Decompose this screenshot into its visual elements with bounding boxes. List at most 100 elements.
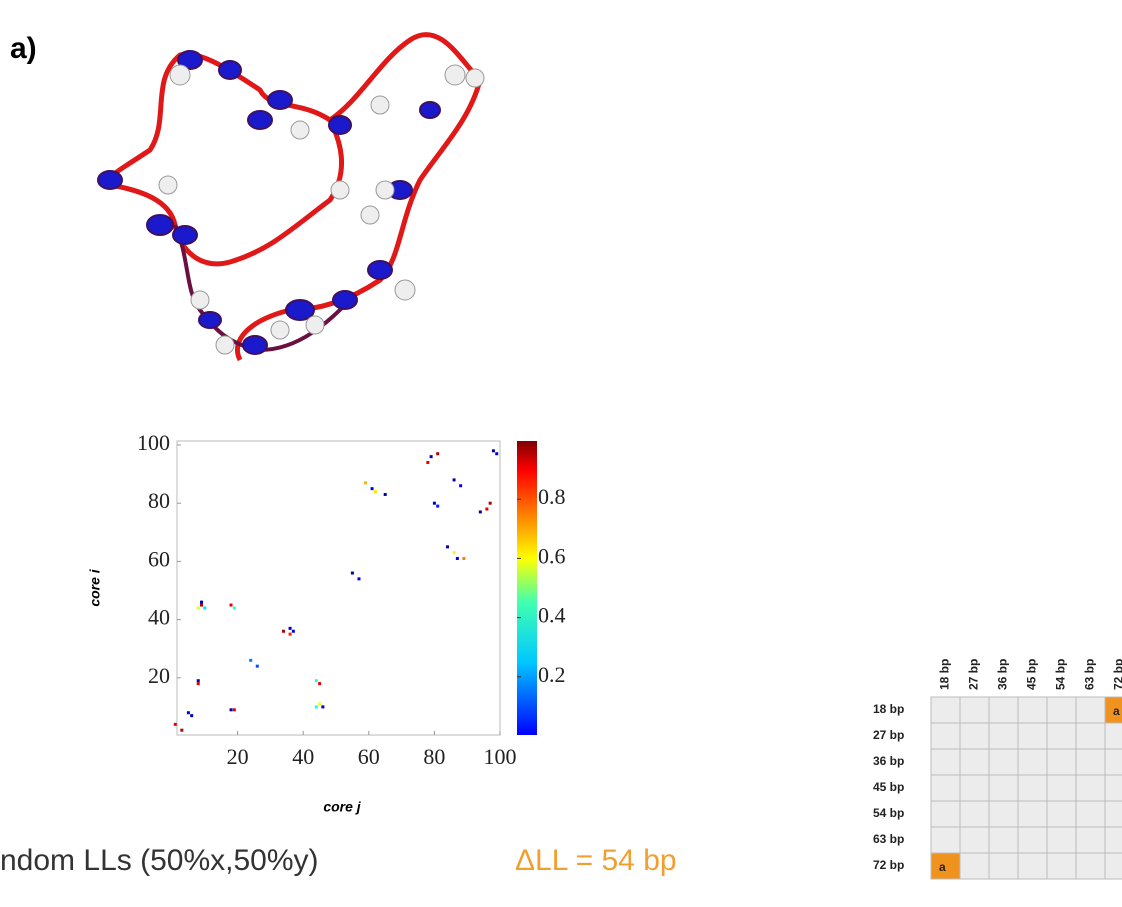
contact-point	[495, 452, 499, 456]
contact-point	[196, 682, 200, 686]
table-cell	[1017, 696, 1048, 724]
contact-point	[462, 556, 466, 560]
table-cell	[930, 826, 961, 854]
contact-point	[452, 551, 456, 555]
contact-point	[255, 664, 259, 668]
table-cell	[1017, 774, 1048, 802]
contact-point	[452, 478, 456, 482]
row-label: 45 bp	[873, 780, 904, 794]
table-cell	[1046, 774, 1077, 802]
contact-point	[364, 481, 368, 485]
table-cell	[1046, 748, 1077, 776]
x-tick-label: 60	[358, 744, 380, 769]
table-cell	[1104, 722, 1122, 750]
panel-label: a)	[10, 32, 37, 65]
table-cell	[1017, 800, 1048, 828]
table-cell	[959, 748, 990, 776]
contact-point	[249, 658, 253, 662]
x-tick-label: 80	[423, 744, 445, 769]
y-tick-label: 40	[148, 605, 170, 630]
y-tick-label: 100	[137, 430, 170, 455]
contact-point	[436, 504, 440, 508]
colorbar-tick-label: 0.2	[538, 662, 566, 687]
contact-point	[455, 556, 459, 560]
contact-point	[229, 708, 233, 712]
table-cell	[1046, 722, 1077, 750]
column-label: 27 bp	[967, 659, 981, 690]
contact-point	[426, 460, 430, 464]
table-cell	[988, 696, 1019, 724]
contact-point	[180, 728, 184, 732]
y-tick-label: 60	[148, 546, 170, 571]
contact-point	[446, 545, 450, 549]
table-cell	[930, 722, 961, 750]
contact-point	[314, 705, 318, 709]
table-cell	[959, 826, 990, 854]
contact-point	[200, 603, 204, 607]
contact-point	[314, 679, 318, 683]
table-cell	[1104, 748, 1122, 776]
table-cell	[1017, 826, 1048, 854]
table-cell	[988, 826, 1019, 854]
contact-point	[459, 484, 463, 488]
table-cell	[959, 722, 990, 750]
cell-text: a	[1113, 704, 1120, 718]
contact-point	[488, 501, 492, 505]
y-tick-label: 20	[148, 663, 170, 688]
table-cell	[930, 748, 961, 776]
table-cell	[930, 800, 961, 828]
contact-point	[173, 722, 177, 726]
contact-point	[370, 487, 374, 491]
table-cell	[959, 852, 990, 880]
table-cell	[988, 722, 1019, 750]
table-cell	[1075, 826, 1106, 854]
table-cell	[1075, 696, 1106, 724]
contact-point	[203, 606, 207, 610]
contact-point	[383, 492, 387, 496]
table-cell	[1075, 748, 1106, 776]
y-axis-label: core i	[87, 568, 103, 606]
row-label: 36 bp	[873, 754, 904, 768]
colorbar-tick-label: 0.4	[538, 603, 566, 628]
row-label: 18 bp	[873, 702, 904, 716]
contact-point	[288, 632, 292, 636]
table-cell	[1046, 826, 1077, 854]
table-cell	[1017, 748, 1048, 776]
row-label: 63 bp	[873, 832, 904, 846]
table-cell	[1075, 852, 1106, 880]
contact-point	[232, 606, 236, 610]
x-axis-label: core j	[323, 799, 361, 815]
table-cell	[1104, 774, 1122, 802]
column-label: 36 bp	[996, 659, 1010, 690]
contact-point	[436, 452, 440, 456]
table-cell	[1046, 800, 1077, 828]
table-cell	[1075, 722, 1106, 750]
contact-point	[232, 708, 236, 712]
contact-point	[318, 702, 322, 706]
colorbar-tick-label: 0.8	[538, 484, 566, 509]
contact-point	[321, 705, 325, 709]
contact-point	[485, 507, 489, 511]
contact-point	[186, 711, 190, 715]
table-cell	[959, 696, 990, 724]
contact-point	[288, 626, 292, 630]
colorbar	[517, 441, 537, 735]
contact-point	[291, 629, 295, 633]
contact-point	[190, 714, 194, 718]
contact-point	[432, 501, 436, 505]
table-cell	[1075, 774, 1106, 802]
table-cell	[1046, 852, 1077, 880]
table-cell	[1104, 826, 1122, 854]
table-cell	[988, 800, 1019, 828]
y-tick-label: 80	[148, 488, 170, 513]
table-cell	[988, 774, 1019, 802]
contact-point	[429, 455, 433, 459]
table-cell	[1017, 852, 1048, 880]
row-label: 54 bp	[873, 806, 904, 820]
x-tick-label: 20	[227, 744, 249, 769]
plot-frame	[176, 440, 501, 736]
caption-text: ndom LLs (50%x,50%y)	[0, 844, 319, 877]
table-cell	[930, 696, 961, 724]
table-cell	[1046, 696, 1077, 724]
